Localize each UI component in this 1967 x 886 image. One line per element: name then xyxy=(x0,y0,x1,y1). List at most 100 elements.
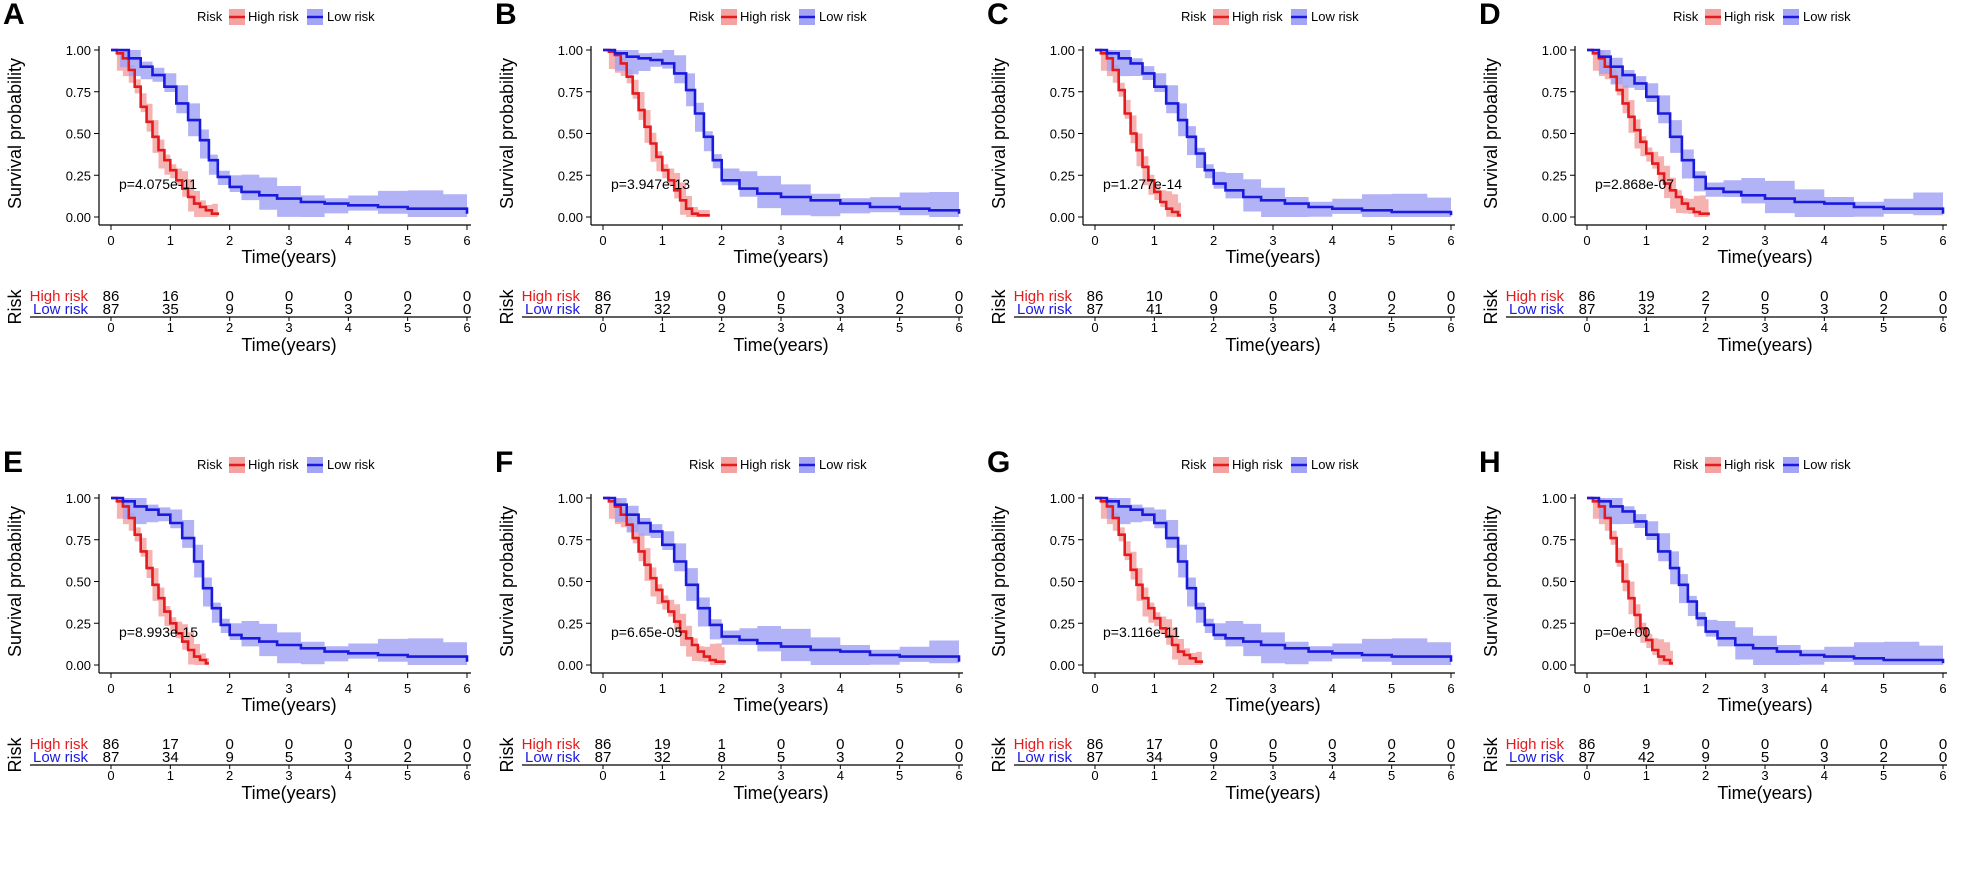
y-tick-label: 0.00 xyxy=(1050,658,1075,673)
risk-count-high: 0 xyxy=(344,288,352,305)
x-tick-label: 3 xyxy=(1269,233,1276,248)
ci-band-high xyxy=(111,498,209,665)
risk-count-low: 2 xyxy=(895,301,903,318)
risk-count-low: 3 xyxy=(836,301,844,318)
risk-count-low: 87 xyxy=(103,301,120,318)
risk-count-high: 0 xyxy=(1328,288,1336,305)
risk-x-tick-label: 0 xyxy=(1583,320,1590,335)
risk-count-low: 9 xyxy=(717,301,725,318)
risk-x-tick-label: 2 xyxy=(1210,768,1217,783)
x-tick-label: 3 xyxy=(1761,681,1768,696)
x-tick-label: 1 xyxy=(659,681,666,696)
panel-G: G Risk High risk Low risk0.000.250.500.751.… xyxy=(987,446,1455,803)
risk-x-axis-title: Time(years) xyxy=(241,335,336,355)
x-axis-title: Time(years) xyxy=(241,247,336,267)
risk-count-high: 0 xyxy=(403,288,411,305)
y-tick-label: 1.00 xyxy=(1050,491,1075,506)
risk-row-label-low: Low risk xyxy=(1509,301,1565,318)
y-tick-label: 0.75 xyxy=(1050,533,1075,548)
x-tick-label: 0 xyxy=(1091,681,1098,696)
risk-x-axis-title: Time(years) xyxy=(1717,335,1812,355)
y-tick-label: 0.50 xyxy=(558,127,583,142)
risk-count-low: 3 xyxy=(1820,301,1828,318)
risk-x-tick-label: 0 xyxy=(1091,320,1098,335)
risk-x-tick-label: 0 xyxy=(107,320,114,335)
risk-count-low: 87 xyxy=(595,301,612,318)
x-tick-label: 1 xyxy=(167,233,174,248)
risk-table-title: Risk xyxy=(1481,737,1501,773)
ci-band-high xyxy=(603,50,710,217)
x-tick-label: 3 xyxy=(285,233,292,248)
x-tick-label: 0 xyxy=(107,233,114,248)
risk-count-high: 0 xyxy=(1879,288,1887,305)
x-tick-label: 2 xyxy=(1702,681,1709,696)
x-tick-label: 2 xyxy=(718,681,725,696)
risk-x-tick-label: 4 xyxy=(837,320,844,335)
risk-count-low: 3 xyxy=(1820,749,1828,766)
y-tick-label: 0.75 xyxy=(1542,85,1567,100)
risk-count-high: 0 xyxy=(403,736,411,753)
risk-x-tick-label: 6 xyxy=(463,320,470,335)
survival-curve-high xyxy=(603,48,710,217)
risk-table-title: Risk xyxy=(497,289,517,325)
x-tick-label: 5 xyxy=(1880,233,1887,248)
y-axis-title: Survival probability xyxy=(1481,58,1501,209)
risk-count-high: 0 xyxy=(895,736,903,753)
risk-count-high: 0 xyxy=(1761,736,1769,753)
risk-x-tick-label: 0 xyxy=(1583,768,1590,783)
x-tick-label: 5 xyxy=(404,233,411,248)
risk-count-high: 0 xyxy=(1328,736,1336,753)
risk-x-tick-label: 4 xyxy=(1329,768,1336,783)
risk-x-tick-label: 2 xyxy=(1702,768,1709,783)
legend-low-label: Low risk xyxy=(819,457,867,472)
legend-title: Risk xyxy=(197,9,223,24)
risk-count-low: 2 xyxy=(1879,301,1887,318)
risk-count-high: 17 xyxy=(162,736,179,753)
risk-x-tick-label: 2 xyxy=(718,320,725,335)
risk-table-title: Risk xyxy=(5,737,25,773)
x-tick-label: 5 xyxy=(1388,681,1395,696)
p-value-label: p=1.277e-14 xyxy=(1103,176,1182,192)
risk-row-label-low: Low risk xyxy=(525,749,581,766)
p-value-label: p=3.947e-13 xyxy=(611,176,690,192)
risk-count-high: 0 xyxy=(1269,736,1277,753)
risk-count-low: 9 xyxy=(1209,301,1217,318)
risk-count-low: 5 xyxy=(1761,301,1769,318)
risk-count-high: 0 xyxy=(1447,736,1455,753)
risk-row-label-low: Low risk xyxy=(525,301,581,318)
p-value-label: p=4.075e-11 xyxy=(119,176,197,192)
x-tick-label: 3 xyxy=(1761,233,1768,248)
risk-count-high: 0 xyxy=(344,736,352,753)
risk-count-low: 2 xyxy=(403,301,411,318)
legend-low-label: Low risk xyxy=(1803,9,1851,24)
risk-x-tick-label: 6 xyxy=(955,768,962,783)
risk-table-title: Risk xyxy=(989,289,1009,325)
risk-count-high: 17 xyxy=(1146,736,1163,753)
y-axis-title: Survival probability xyxy=(989,58,1009,209)
x-tick-label: 2 xyxy=(718,233,725,248)
x-tick-label: 1 xyxy=(1643,681,1650,696)
risk-count-low: 0 xyxy=(1939,301,1947,318)
risk-x-tick-label: 5 xyxy=(1880,768,1887,783)
legend-title: Risk xyxy=(689,9,715,24)
risk-x-tick-label: 2 xyxy=(226,768,233,783)
y-tick-label: 0.25 xyxy=(66,168,91,183)
legend-high-label: High risk xyxy=(1232,457,1283,472)
risk-count-low: 0 xyxy=(1447,749,1455,766)
y-tick-label: 0.25 xyxy=(1542,168,1567,183)
y-axis-title: Survival probability xyxy=(497,506,517,657)
risk-count-low: 32 xyxy=(654,301,671,318)
risk-count-high: 0 xyxy=(1761,288,1769,305)
x-tick-label: 6 xyxy=(955,681,962,696)
risk-count-high: 0 xyxy=(1269,288,1277,305)
survival-curve-low xyxy=(603,48,961,214)
legend-title: Risk xyxy=(1673,457,1699,472)
risk-count-high: 0 xyxy=(1447,288,1455,305)
ci-band-high xyxy=(603,498,725,665)
risk-x-tick-label: 2 xyxy=(1702,320,1709,335)
legend-low-label: Low risk xyxy=(1311,457,1359,472)
risk-count-high: 0 xyxy=(1879,736,1887,753)
legend-high-label: High risk xyxy=(248,457,299,472)
risk-x-tick-label: 1 xyxy=(1643,320,1650,335)
risk-count-low: 87 xyxy=(1579,749,1596,766)
